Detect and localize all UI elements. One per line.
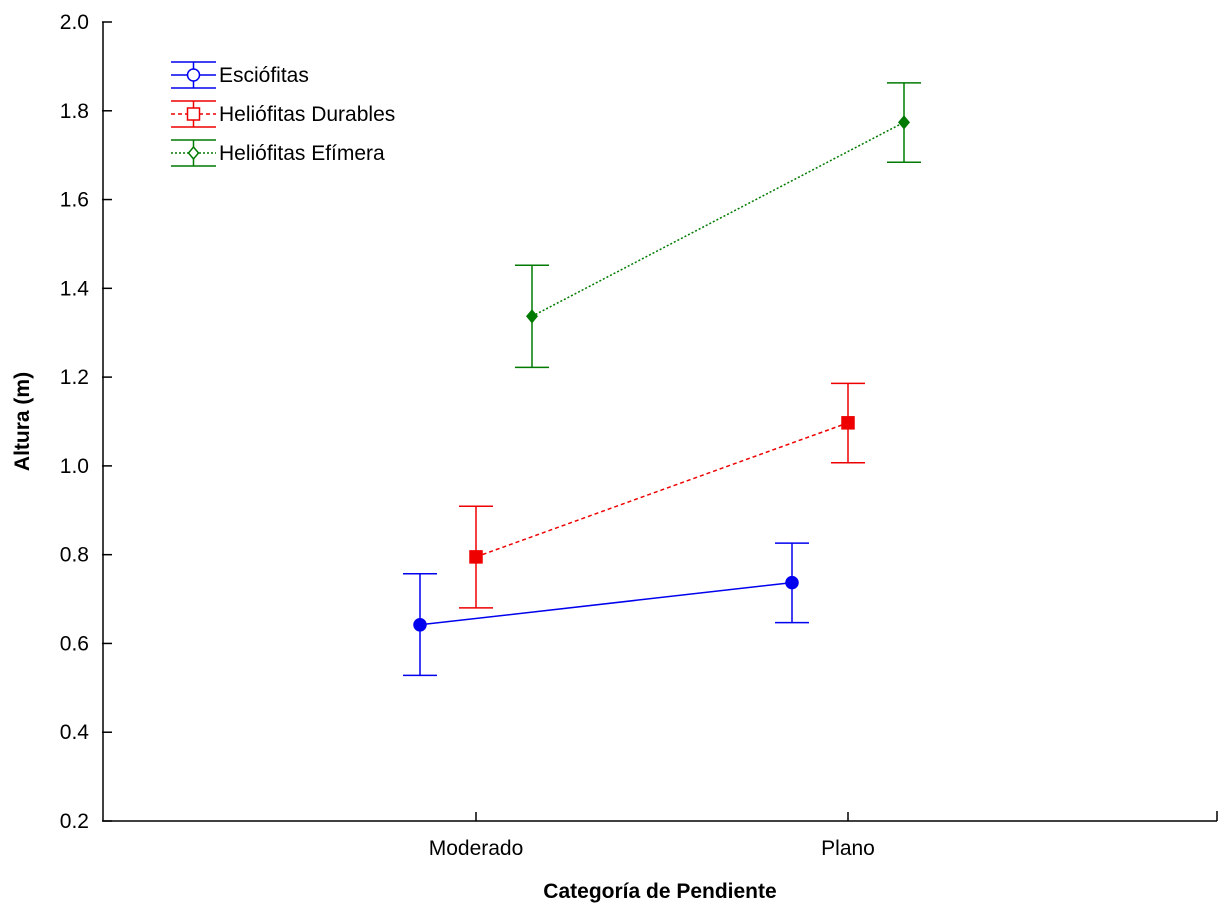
legend-marker [186, 68, 201, 82]
data-point [785, 575, 799, 590]
legend-label: Heliófitas Durables [219, 103, 395, 126]
x-tick-label: Moderado [429, 837, 524, 860]
y-axis-title: Altura (m) [11, 372, 34, 471]
legend: Esciófitas Heliófitas Durables Heliófitas … [171, 61, 395, 167]
plot-series [403, 82, 921, 677]
axes: 0.2 0.4 0.6 0.8 1.0 1.2 1.4 1.6 1.8 2.0 Moderado Pl… [60, 11, 1218, 860]
series-3 [515, 82, 921, 369]
data-point [898, 115, 910, 130]
y-tick-label: 2.0 [60, 11, 89, 34]
y-tick-label: 1.0 [60, 455, 89, 478]
series-2 [459, 382, 865, 609]
legend-label: Esciófitas [219, 64, 309, 87]
series-line [475, 422, 849, 558]
y-tick-label: 0.6 [60, 632, 89, 655]
legend-item-2: Heliófitas Durables [171, 100, 395, 128]
legend-marker [186, 107, 201, 121]
y-tick-label: 0.8 [60, 544, 89, 567]
y-tick-label: 0.4 [60, 721, 90, 744]
y-tick-label: 1.2 [60, 366, 89, 389]
data-point [469, 550, 483, 564]
x-tick-label: Plano [821, 837, 875, 860]
legend-item-3: Heliófitas Efímera [171, 139, 385, 167]
y-tick-label: 0.2 [60, 810, 89, 833]
data-point [526, 309, 538, 324]
y-tick-label: 1.4 [60, 277, 90, 300]
x-axis-title: Categoría de Pendiente [543, 880, 776, 903]
y-tick-label: 1.8 [60, 100, 89, 123]
series-line [419, 581, 793, 626]
series-line [531, 121, 905, 317]
series-1 [403, 542, 809, 677]
legend-item-1: Esciófitas [171, 61, 309, 89]
legend-marker [187, 145, 200, 161]
data-point [841, 416, 855, 430]
y-tick-label: 1.6 [60, 189, 89, 212]
legend-label: Heliófitas Efímera [219, 142, 385, 165]
data-point [413, 618, 427, 632]
